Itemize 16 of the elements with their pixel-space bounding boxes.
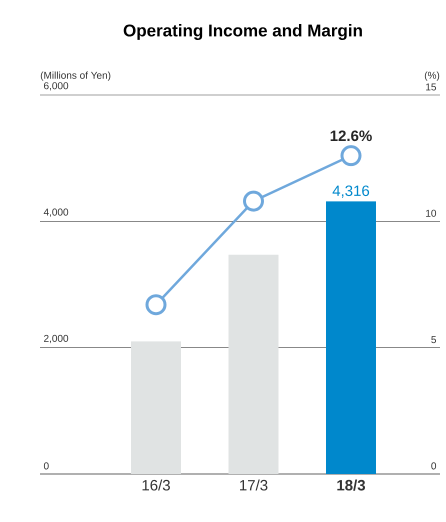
y-axis-title: (Millions of Yen)	[40, 71, 110, 81]
x-tick-label: 18/3	[337, 480, 366, 491]
y-tick-label: 2,000	[44, 334, 68, 344]
y2-tick-label: 0	[431, 462, 436, 470]
y2-tick-label: 5	[431, 336, 436, 344]
y-tick-label: 6,000	[44, 82, 68, 90]
y-tick-label: 0	[44, 462, 49, 470]
x-tick-label: 17/3	[240, 480, 268, 491]
y2-axis-title: (%)	[424, 71, 440, 81]
y2-tick-label: 10	[426, 210, 436, 217]
chart-title: Operating Income and Margin	[124, 24, 362, 40]
data-label: 4,316	[332, 185, 370, 198]
y-tick-label: 4,000	[44, 208, 68, 217]
x-tick-label: 16/3	[142, 480, 170, 491]
y2-tick-label: 15	[426, 83, 436, 90]
data-label: 12.6%	[330, 130, 372, 142]
